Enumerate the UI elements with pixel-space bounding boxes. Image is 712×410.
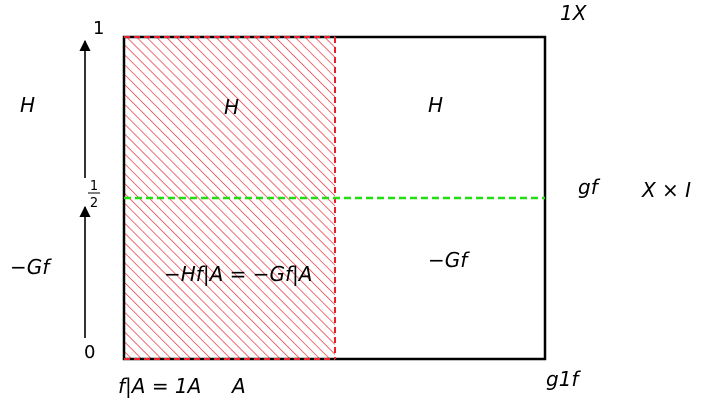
label-far-right: X × I [641,178,691,202]
label-inner-lower-left: −Hf|A = −Gf|A [164,262,312,286]
label-bottom-right: g1f [546,367,581,391]
axis-bottom-label: 0 [84,342,95,363]
label-left-upper: H [20,93,35,117]
label-inner-upper-right: H [428,93,443,117]
svg-text:1: 1 [90,179,98,194]
axis-half-label: 1 2 [88,179,100,211]
axis-top-label: 1 [93,18,104,39]
label-right-mid: gf [578,175,601,199]
label-top-right: 1X [560,1,588,25]
svg-text:2: 2 [90,196,98,211]
label-inner-upper-left: H [224,95,239,119]
label-left-lower: −Gf [10,255,52,279]
label-bottom-left: f|A = 1A [118,374,201,398]
label-bottom-mid: A [230,374,246,398]
label-inner-lower-right: −Gf [428,248,470,272]
